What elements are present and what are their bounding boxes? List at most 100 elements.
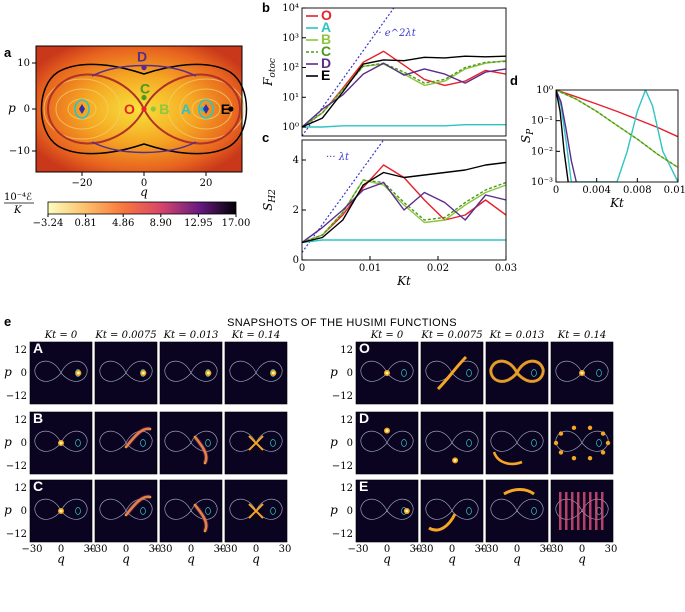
energy-contours — [43, 78, 245, 140]
orbit-A-overlay — [140, 439, 146, 447]
series-line-b — [302, 179, 506, 244]
snapshot-row-label: E — [359, 478, 368, 494]
snapshot-time-label: Kt = 0.14 — [231, 330, 281, 341]
x-tick-label: 0.004 — [582, 185, 611, 196]
series-line-a — [556, 90, 678, 182]
x-axis-label: q — [252, 552, 260, 566]
x-tick-label: 0 — [514, 544, 520, 555]
husimi-density — [124, 427, 152, 449]
snapshot-time-label: Kt = 0 — [44, 330, 78, 341]
x-tick-label: 30 — [214, 544, 227, 555]
x-tick-label: 0 — [141, 178, 147, 189]
husimi-density — [558, 450, 564, 455]
plot-frame — [555, 89, 679, 183]
colorbar-tick-label: −3.24 — [33, 218, 64, 229]
snapshot-time-label: Kt = 0.0075 — [94, 330, 156, 341]
orbit-A-overlay — [270, 439, 276, 447]
x-tick-label: 0.01 — [359, 263, 381, 274]
y-tick-label: 0 — [21, 438, 27, 449]
x-axis-label: q — [383, 552, 391, 566]
x-tick-label: 0.012 — [664, 185, 685, 196]
point-o — [141, 106, 147, 112]
snapshot-row-label: C — [33, 478, 43, 494]
snapshot-time-label: Kt = 0.013 — [163, 330, 219, 341]
x-tick-label: 0 — [299, 263, 305, 274]
snapshot-time-label: Kt = 0.013 — [489, 330, 545, 341]
exponential-fit-line — [302, 140, 385, 253]
series-line-o — [302, 164, 506, 244]
x-tick-label: −20 — [71, 178, 92, 189]
series-line-o — [556, 90, 678, 138]
y-tick-label: 0 — [347, 506, 353, 517]
husimi-cell-a-1 — [94, 341, 158, 405]
plot-frame — [301, 7, 507, 137]
y-tick-label: −12 — [332, 461, 353, 472]
series-line-a — [302, 239, 506, 244]
y-tick-label: 12 — [14, 415, 27, 426]
colorbar-label-numerator: 10⁻⁴ℰ — [4, 192, 32, 203]
y-axis-label: p — [4, 365, 12, 379]
husimi-cell-b-0: B 12 0 −12 — [6, 410, 93, 475]
series-line-e — [556, 90, 569, 182]
husimi-density — [587, 456, 593, 461]
husimi-density — [193, 503, 208, 533]
y-tick-label: 12 — [14, 345, 27, 356]
husimi-density — [248, 435, 264, 451]
orbit-A-overlay — [466, 369, 472, 377]
husimi-cell-a-0: A 12 0 −12 — [6, 340, 93, 405]
colorbar-label-denominator: K — [13, 205, 22, 216]
legend-label-b: B — [321, 31, 331, 47]
husimi-density — [428, 513, 457, 532]
orbit-A-overlay — [466, 507, 472, 515]
y-tick-label: 0 — [347, 438, 353, 449]
husimi-density — [503, 488, 535, 496]
colorbar-tick-label: 12.95 — [184, 218, 213, 229]
husimi-density — [436, 355, 468, 391]
x-tick-label: −30 — [477, 544, 498, 555]
x-tick-label: −30 — [542, 544, 563, 555]
x-tick-label: 0.03 — [495, 263, 517, 274]
y-tick-label: 2 — [293, 205, 299, 216]
husimi-cell-c-0: C 12 0 −12 −30 0 30 q — [6, 478, 96, 566]
outer-orbit-E — [40, 63, 248, 155]
legend-label-e: E — [321, 67, 330, 83]
x-tick-label: 0 — [553, 185, 559, 196]
plot-frame — [301, 139, 507, 261]
y-tick-label: 10² — [282, 63, 299, 74]
x-tick-label: 0.008 — [623, 185, 652, 196]
orbit-A-overlay — [140, 507, 146, 515]
husimi-cell-d-0: D 12 0 −12 — [332, 410, 419, 475]
y-tick-label: 4 — [293, 155, 299, 166]
snapshot-row-label: A — [33, 340, 43, 356]
colorbar-tick-label: 17.00 — [222, 218, 251, 229]
husimi-density — [193, 435, 208, 465]
snapshot-row-label: D — [359, 410, 369, 426]
snapshot-row-label: B — [33, 410, 43, 426]
x-tick-label: 30 — [149, 544, 162, 555]
series-line-c — [302, 60, 506, 128]
x-axis-label: q — [578, 552, 586, 566]
y-axis-label: p — [8, 101, 16, 115]
y-tick-label: 10³ — [282, 33, 299, 44]
y-tick-label: 10⁴ — [282, 3, 299, 14]
x-tick-label: 0 — [579, 544, 585, 555]
husimi-density — [571, 492, 574, 530]
orbit-A-overlay — [75, 439, 81, 447]
series-line-c — [556, 90, 678, 168]
x-tick-label: 0 — [188, 544, 194, 555]
x-axis-label: q — [187, 552, 195, 566]
husimi-cell-c-3: −30 0 30 q — [216, 479, 291, 566]
husimi-density — [565, 492, 568, 530]
husimi-cell-o-3 — [550, 341, 614, 405]
x-axis-label: q — [513, 552, 521, 566]
husimi-cell-a-3 — [224, 341, 288, 405]
legend-label-a: A — [321, 19, 331, 35]
point-label-b: B — [159, 101, 169, 117]
orbit-A-overlay — [531, 507, 537, 515]
husimi-cell-b-1 — [94, 411, 158, 475]
husimi-cell-d-1 — [420, 411, 484, 475]
husimi-cell-b-3 — [224, 411, 288, 475]
x-tick-label: −30 — [151, 544, 172, 555]
x-tick-label: 0 — [384, 544, 390, 555]
